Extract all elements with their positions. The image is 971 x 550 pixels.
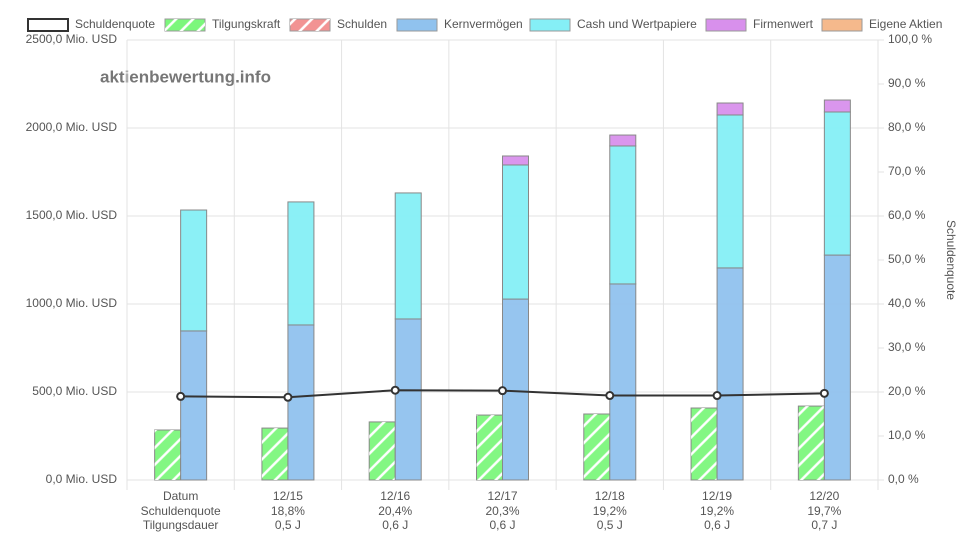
bar xyxy=(394,192,422,320)
y-tick-label: 1500,0 Mio. USD xyxy=(26,208,118,222)
legend-label: Tilgungskraft xyxy=(212,17,281,31)
x-tick-sublabel: 19,7% xyxy=(807,504,841,518)
y2-axis-label: Schuldenquote xyxy=(944,220,958,300)
bar xyxy=(823,254,851,481)
y-tick-label: 0,0 Mio. USD xyxy=(46,472,118,486)
y2-tick-label: 0,0 % xyxy=(888,472,919,486)
line-point xyxy=(390,385,400,395)
y2-tick-label: 100,0 % xyxy=(888,32,932,46)
legend-swatch xyxy=(27,18,69,32)
bar-hatch xyxy=(369,421,396,480)
legend-label: Firmenwert xyxy=(753,17,814,31)
legend-hatch xyxy=(290,19,330,31)
y2-tick-label: 80,0 % xyxy=(888,120,926,134)
bar-hatch xyxy=(798,406,825,480)
line-point xyxy=(605,391,615,401)
y2-tick-label: 60,0 % xyxy=(888,208,926,222)
x-tick-sublabel: 0,6 J xyxy=(382,518,408,532)
bar xyxy=(716,102,744,116)
bar-hatch xyxy=(154,430,181,480)
bar xyxy=(609,134,637,147)
x-tick-label: 12/16 xyxy=(380,489,410,503)
bar xyxy=(287,324,315,481)
bar-hatch xyxy=(583,414,610,480)
x-tick-label: 12/20 xyxy=(809,489,839,503)
y2-tick-label: 40,0 % xyxy=(888,296,926,310)
bar xyxy=(823,99,851,113)
legend-swatch xyxy=(705,18,747,32)
legend-swatch xyxy=(396,18,438,32)
bar xyxy=(823,111,851,256)
line-point xyxy=(498,386,507,396)
legend-label: Schulden xyxy=(337,17,387,31)
x-tick-label: 12/17 xyxy=(487,489,517,503)
line-point xyxy=(819,388,829,398)
legend-label: Kernvermögen xyxy=(444,17,523,31)
x-tick-sublabel: 20,4% xyxy=(378,504,412,518)
bar xyxy=(716,114,744,269)
y-tick-label: 2000,0 Mio. USD xyxy=(26,120,118,134)
x-tick-sublabel: 19,2% xyxy=(700,504,734,518)
y2-tick-label: 10,0 % xyxy=(888,428,926,442)
x-tick-sublabel: Schuldenquote xyxy=(141,504,221,518)
bar xyxy=(287,201,315,326)
y2-tick-label: 30,0 % xyxy=(888,340,926,354)
x-tick-label: Datum xyxy=(163,489,198,503)
x-tick-label: 12/15 xyxy=(273,489,303,503)
bar-hatch xyxy=(476,415,503,480)
bar xyxy=(394,318,422,481)
legend-label: Cash und Wertpapiere xyxy=(577,17,697,31)
bar xyxy=(502,164,529,300)
y-tick-label: 2500,0 Mio. USD xyxy=(26,32,118,46)
line-point xyxy=(283,392,293,402)
bar xyxy=(716,267,744,481)
x-tick-label: 12/19 xyxy=(702,489,732,503)
legend-swatch xyxy=(821,18,863,32)
y2-tick-label: 70,0 % xyxy=(888,164,926,178)
watermark: aktienbewertung.info xyxy=(100,67,271,86)
y-tick-label: 1000,0 Mio. USD xyxy=(26,296,118,310)
y2-tick-label: 50,0 % xyxy=(888,252,926,266)
x-tick-sublabel: 0,7 J xyxy=(811,518,837,532)
x-tick-sublabel: 18,8% xyxy=(271,504,305,518)
x-tick-label: 12/18 xyxy=(595,489,625,503)
legend-label: Schuldenquote xyxy=(75,17,155,31)
line-point xyxy=(712,391,722,401)
bar-hatch xyxy=(261,428,288,480)
y-tick-label: 500,0 Mio. USD xyxy=(32,384,117,398)
bar xyxy=(180,209,208,332)
y2-tick-label: 90,0 % xyxy=(888,76,926,90)
x-tick-sublabel: 0,5 J xyxy=(275,518,301,532)
x-tick-sublabel: 19,2% xyxy=(593,504,627,518)
x-tick-sublabel: Tilgungsdauer xyxy=(143,518,219,532)
x-tick-sublabel: 0,6 J xyxy=(704,518,730,532)
bar xyxy=(609,283,637,481)
legend-swatch xyxy=(529,18,571,32)
bar xyxy=(180,330,208,481)
x-tick-sublabel: 20,3% xyxy=(485,504,519,518)
bar xyxy=(609,145,637,285)
bar xyxy=(502,155,529,166)
x-tick-sublabel: 0,6 J xyxy=(489,518,515,532)
bar-hatch xyxy=(691,408,718,480)
line-point xyxy=(176,391,186,401)
y2-tick-label: 20,0 % xyxy=(888,384,926,398)
legend-label: Eigene Aktien xyxy=(869,17,942,31)
legend-hatch xyxy=(165,19,205,31)
x-tick-sublabel: 0,5 J xyxy=(597,518,623,532)
